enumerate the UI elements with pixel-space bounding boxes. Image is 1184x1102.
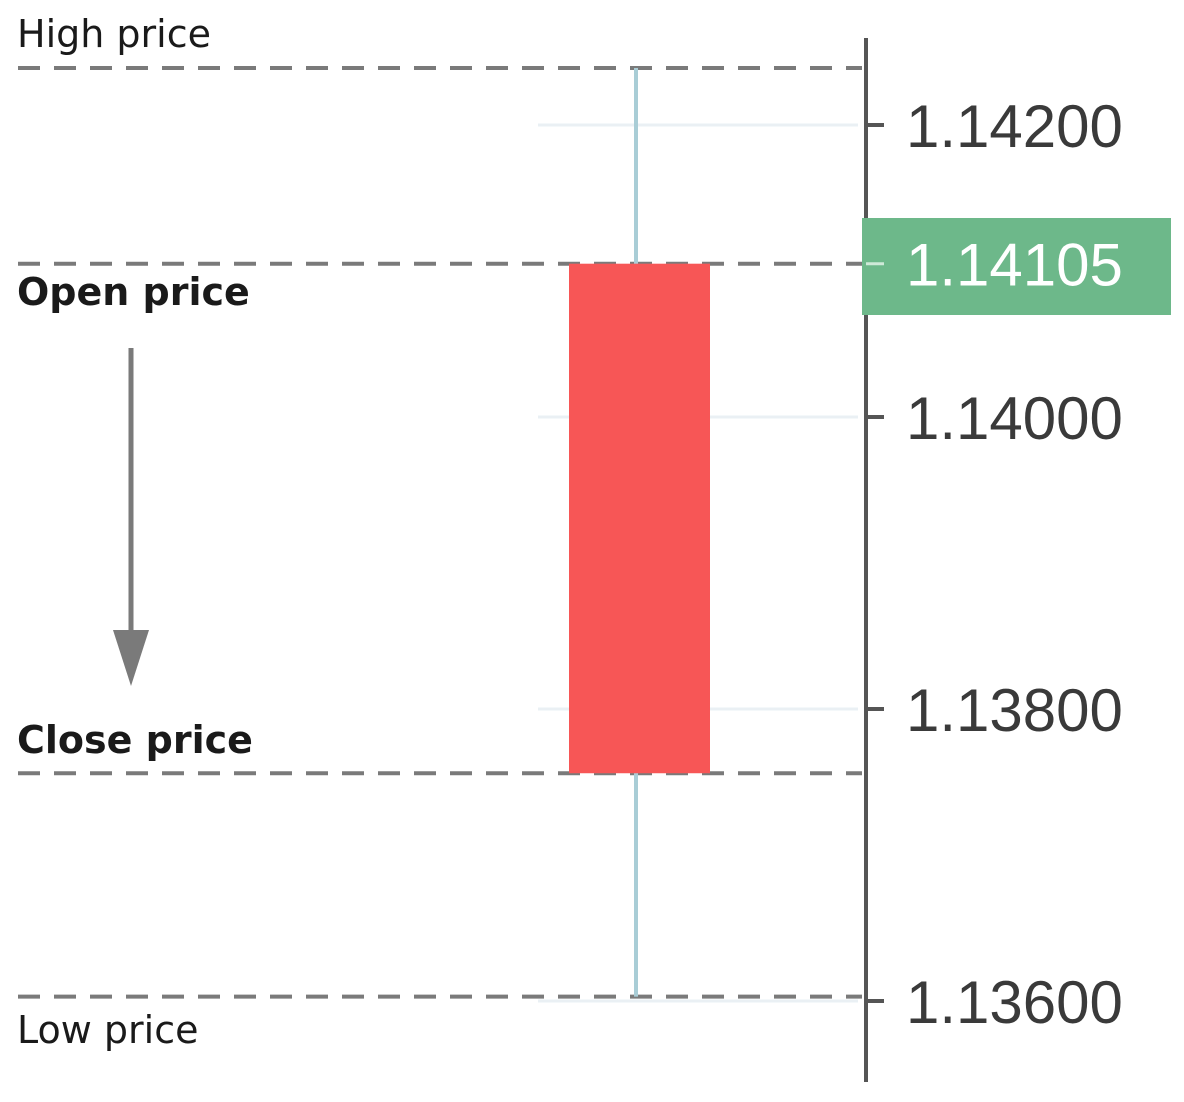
close-price-label: Close price [17, 718, 253, 762]
axis-tick-label: 1.13600 [906, 969, 1123, 1036]
axis-tick-label: 1.14200 [906, 93, 1123, 160]
current-price-badge [862, 218, 1171, 315]
current-price-label: 1.14105 [906, 232, 1123, 299]
axis-tick-label: 1.14000 [906, 385, 1123, 452]
open-price-label: Open price [17, 270, 250, 314]
direction-arrow-head [113, 630, 149, 686]
axis-tick-label: 1.13800 [906, 677, 1123, 744]
candle-body [569, 263, 710, 774]
low-price-label: Low price [17, 1008, 199, 1052]
high-price-label: High price [17, 12, 211, 56]
